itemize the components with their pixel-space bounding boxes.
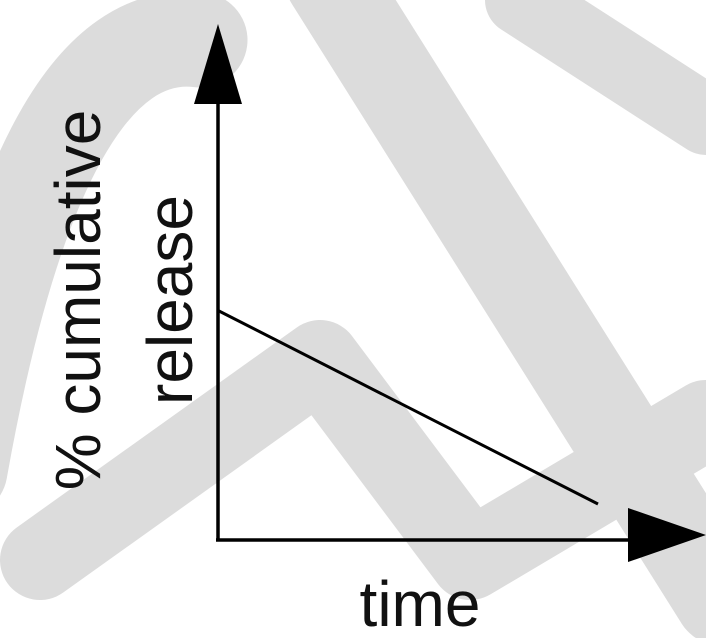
axes [194,24,706,562]
y-axis-label-line-2: release [134,195,206,405]
y-axis-label: % cumulative release [42,110,206,491]
series-layer [217,309,599,506]
y-axis-arrowhead [194,24,242,104]
x-axis-label: time [360,568,481,638]
y-axis-label-line-1: % cumulative [42,110,114,491]
x-axis-arrowhead [628,508,706,562]
series-line-1 [217,309,599,506]
